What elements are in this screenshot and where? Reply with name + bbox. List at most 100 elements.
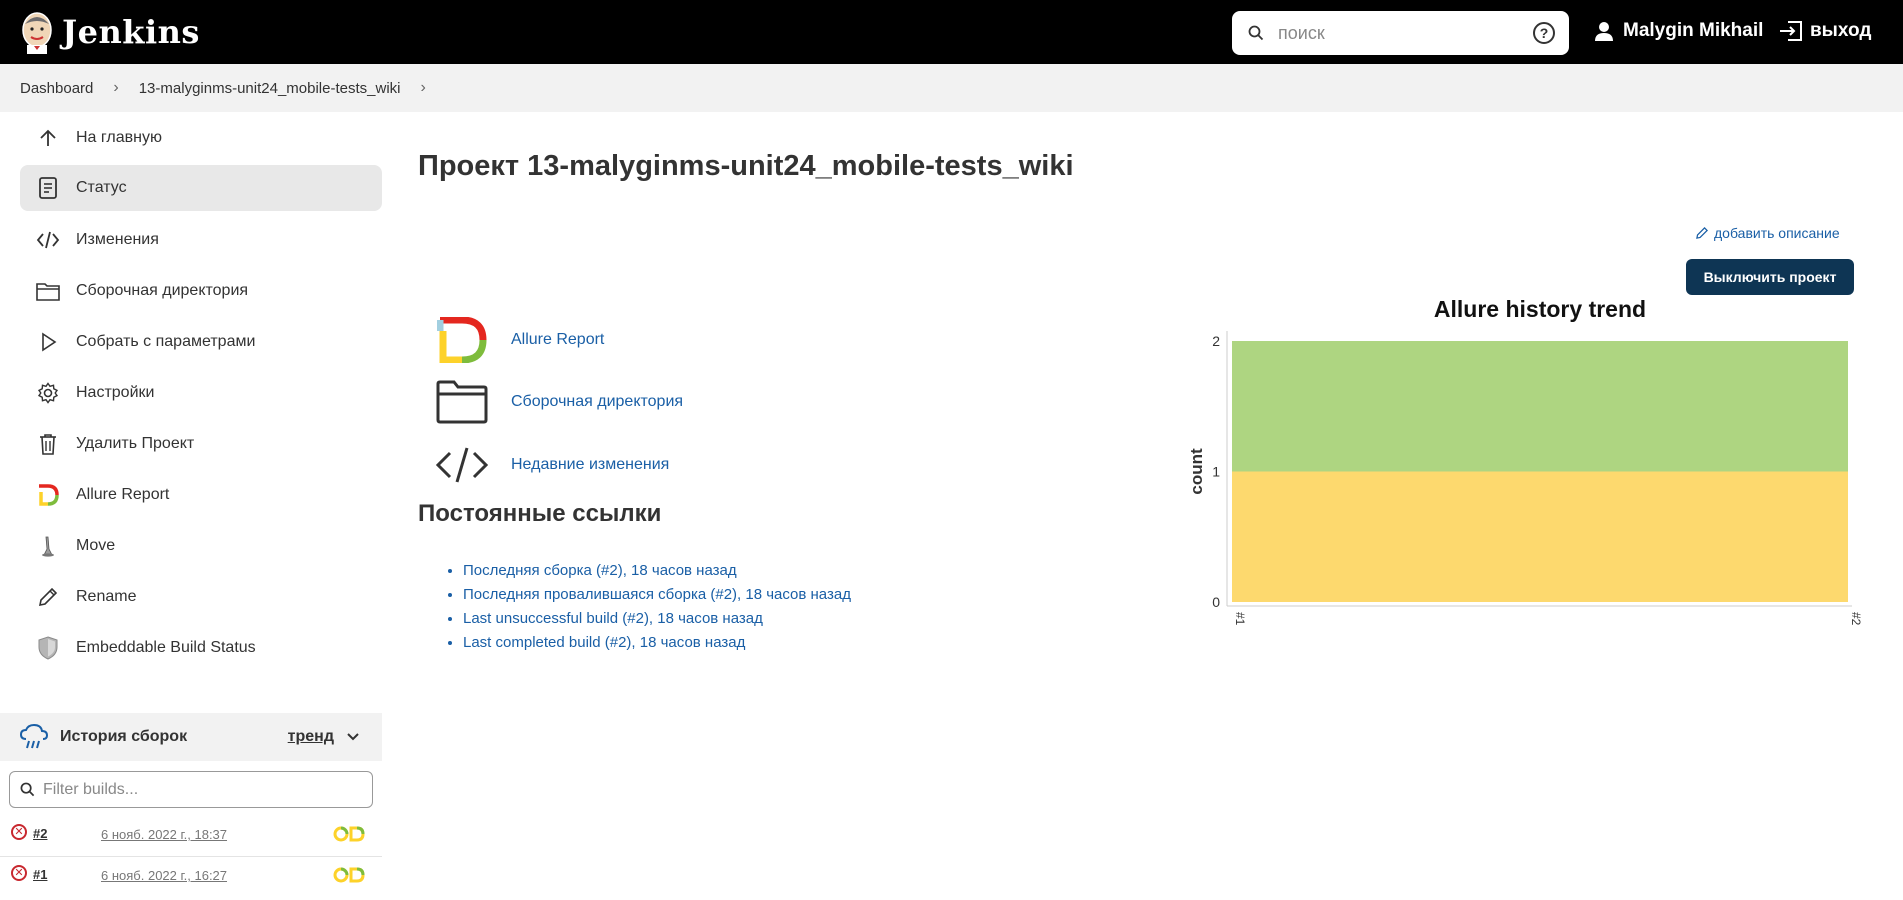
chart-svg: Allure history trend 0 1 2 count #1 #2 [1187, 296, 1863, 626]
jenkins-logo[interactable]: Jenkins [20, 10, 200, 54]
search-icon [1248, 25, 1264, 41]
permalink[interactable]: Последняя провалившаяся сборка (#2), 18 … [463, 586, 851, 603]
sidebar-item-rename[interactable]: Rename [20, 571, 382, 622]
permalink[interactable]: Last completed build (#2), 18 часов наза… [463, 634, 746, 651]
list-item: Last unsuccessful build (#2), 18 часов н… [463, 610, 851, 634]
list-item: Последняя провалившаяся сборка (#2), 18 … [463, 586, 851, 610]
chevron-down-icon[interactable] [346, 732, 360, 742]
list-item: Last completed build (#2), 18 часов наза… [463, 634, 851, 658]
arrow-up-icon [36, 126, 60, 150]
link-workspace[interactable]: Сборочная директория [435, 377, 683, 427]
link-label[interactable]: Allure Report [511, 331, 605, 348]
search-box[interactable]: ? [1232, 11, 1569, 55]
trend-link[interactable]: тренд [288, 728, 360, 746]
list-item: Последняя сборка (#2), 18 часов назад [463, 562, 851, 586]
trend-label[interactable]: тренд [287, 728, 334, 745]
gear-icon [36, 381, 60, 405]
permalink[interactable]: Последняя сборка (#2), 18 часов назад [463, 562, 737, 579]
folder-icon [36, 279, 60, 303]
build-date-link[interactable]: 6 нояб. 2022 г., 18:37 [101, 827, 228, 842]
breadcrumb: Dashboard › 13-malyginms-unit24_mobile-t… [0, 64, 1903, 112]
logout-link[interactable]: выход [1778, 20, 1871, 42]
code-icon [36, 228, 60, 252]
user-icon [1595, 22, 1613, 41]
search-input[interactable] [1278, 22, 1518, 44]
build-row: ✕ #1 6 нояб. 2022 г., 16:27 [0, 856, 382, 896]
add-description-link[interactable]: добавить описание [1695, 225, 1840, 241]
sidebar-item-workspace[interactable]: Сборочная директория [20, 265, 382, 316]
sidebar-item-label: На главную [76, 128, 162, 146]
sidebar-item-label: Собрать с параметрами [76, 332, 256, 350]
breadcrumb-project[interactable]: 13-malyginms-unit24_mobile-tests_wiki [138, 79, 401, 97]
sidebar: На главную Статус Изменения Сборочная ди… [20, 112, 382, 673]
page-title: Проект 13-malyginms-unit24_mobile-tests_… [418, 150, 1074, 182]
build-date-link[interactable]: 6 нояб. 2022 г., 16:27 [101, 868, 228, 883]
allure-report-icon[interactable] [333, 867, 367, 883]
sidebar-item-move[interactable]: Move [20, 520, 382, 571]
chevron-right-icon: › [113, 79, 119, 96]
link-allure-report[interactable]: Allure Report [435, 315, 604, 365]
trash-icon [36, 432, 60, 456]
build-history-header: История сборок тренд [0, 713, 382, 761]
sidebar-item-label: Статус [76, 179, 127, 196]
weather-rain-icon [20, 724, 48, 749]
pencil-icon [36, 585, 60, 609]
code-icon [435, 440, 489, 490]
chevron-right-icon[interactable]: › [420, 79, 426, 96]
permalinks-list: Последняя сборка (#2), 18 часов назад По… [463, 562, 851, 658]
disable-project-button[interactable]: Выключить проект [1686, 259, 1854, 295]
area-series-0 [1232, 471, 1848, 602]
help-icon[interactable]: ? [1533, 22, 1555, 44]
link-recent-changes[interactable]: Недавние изменения [435, 440, 669, 490]
failed-status-icon: ✕ [11, 824, 27, 840]
logout-icon [1780, 21, 1802, 41]
allure-icon [36, 483, 60, 507]
sidebar-item-label: Удалить Проект [76, 434, 195, 452]
user-name[interactable]: Malygin Mikhail [1623, 20, 1764, 41]
link-label[interactable]: Сборочная директория [511, 393, 684, 410]
allure-icon [435, 315, 489, 365]
build-row: ✕ #2 6 нояб. 2022 г., 18:37 [0, 816, 382, 856]
filter-builds-input[interactable] [43, 780, 343, 799]
filter-builds-box[interactable] [9, 771, 373, 808]
permalink[interactable]: Last unsuccessful build (#2), 18 часов н… [463, 610, 763, 627]
build-history-title: История сборок [60, 728, 188, 745]
sidebar-item-build-with-params[interactable]: Собрать с параметрами [20, 316, 382, 367]
pencil-icon [1696, 227, 1708, 239]
logout-label[interactable]: выход [1810, 20, 1872, 41]
document-icon [36, 176, 60, 200]
sidebar-item-changes[interactable]: Изменения [20, 214, 382, 265]
build-number-link[interactable]: #2 [33, 826, 48, 841]
play-icon [36, 330, 60, 354]
sidebar-item-label: Rename [76, 587, 137, 605]
x-tick-label: #1 [1233, 612, 1247, 626]
shield-icon [36, 635, 60, 660]
build-list: ✕ #2 6 нояб. 2022 г., 18:37 ✕ #1 6 нояб.… [0, 816, 382, 896]
allure-report-icon[interactable] [333, 826, 367, 842]
add-description-label[interactable]: добавить описание [1714, 225, 1840, 241]
sidebar-item-label: Move [76, 536, 116, 554]
sidebar-item-embeddable-status[interactable]: Embeddable Build Status [20, 622, 382, 673]
allure-trend-chart[interactable]: Allure history trend 0 1 2 count #1 #2 [1168, 290, 1868, 650]
y-tick-label: 1 [1212, 464, 1220, 480]
y-tick-label: 0 [1212, 594, 1220, 610]
sidebar-item-delete-project[interactable]: Удалить Проект [20, 418, 382, 469]
sidebar-item-label: Настройки [76, 383, 155, 401]
build-number-link[interactable]: #1 [33, 867, 48, 882]
brand-name: Jenkins [62, 13, 200, 51]
sidebar-item-status[interactable]: Статус [20, 165, 382, 211]
sidebar-item-allure-report[interactable]: Allure Report [20, 469, 382, 520]
sidebar-item-home[interactable]: На главную [20, 112, 382, 163]
breadcrumb-dashboard[interactable]: Dashboard [20, 79, 94, 97]
x-tick-label: #2 [1849, 612, 1863, 626]
link-label[interactable]: Недавние изменения [511, 456, 670, 473]
area-series-1 [1232, 341, 1848, 472]
move-icon [36, 534, 60, 558]
jenkins-butler-icon [22, 12, 52, 54]
sidebar-item-label: Сборочная директория [76, 281, 249, 299]
sidebar-item-settings[interactable]: Настройки [20, 367, 382, 418]
permalinks-title: Постоянные ссылки [418, 500, 662, 527]
user-menu[interactable]: Malygin Mikhail [1593, 20, 1763, 42]
folder-icon [435, 377, 489, 427]
search-icon [20, 782, 35, 797]
